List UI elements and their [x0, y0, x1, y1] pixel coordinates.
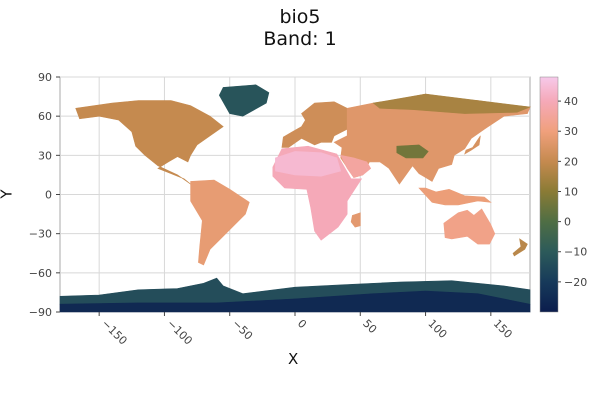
colorbar-tick-label: 20 — [564, 155, 578, 168]
region-indonesia — [418, 187, 492, 206]
colorbar-tick-label: 30 — [564, 125, 578, 138]
y-tick-label: −90 — [29, 306, 52, 319]
x-axis-label: X — [288, 350, 299, 368]
y-tick-label: 90 — [38, 71, 52, 84]
region-arabia-india — [340, 154, 372, 178]
y-tick-label: −60 — [29, 267, 52, 280]
region-madagascar — [350, 212, 361, 228]
raster-land — [59, 84, 532, 313]
colorbar-tick-label: 40 — [564, 95, 578, 108]
region-south-america — [190, 179, 250, 266]
x-tick-label: 100 — [425, 317, 449, 341]
chart-title: bio5 — [279, 6, 321, 28]
region-tibet — [396, 144, 429, 159]
x-tick-label: 50 — [360, 317, 379, 336]
y-tick-label: 0 — [45, 189, 52, 202]
region-japan — [464, 135, 481, 155]
y-axis-label: Y — [0, 189, 16, 198]
chart-subtitle: Band: 1 — [263, 28, 337, 50]
y-tick-label: −30 — [29, 228, 52, 241]
region-siberia-north — [372, 93, 532, 114]
x-tick-label: −50 — [230, 317, 256, 343]
colorbar-gradient — [539, 76, 559, 313]
region-new-zealand — [512, 238, 528, 257]
x-tick-label: 150 — [491, 317, 515, 341]
x-tick-label: 0 — [295, 317, 309, 331]
y-tick-label: 60 — [38, 110, 52, 123]
region-antarctica-interior — [59, 290, 531, 313]
region-sahara — [275, 151, 342, 177]
colorbar-tick-label: 0 — [564, 216, 571, 229]
region-greenland — [218, 84, 270, 117]
region-australia — [443, 208, 496, 245]
colorbar: −20 −10 0 10 20 30 40 — [539, 76, 587, 313]
y-tick-label: 30 — [38, 149, 52, 162]
colorbar-tick-label: −20 — [564, 276, 587, 289]
x-tick-label: −100 — [164, 317, 195, 348]
colorbar-tick-label: −10 — [564, 246, 587, 259]
colorbar-tick-label: 10 — [564, 185, 578, 198]
x-tick-label: −150 — [99, 317, 130, 348]
region-north-america — [75, 100, 224, 185]
